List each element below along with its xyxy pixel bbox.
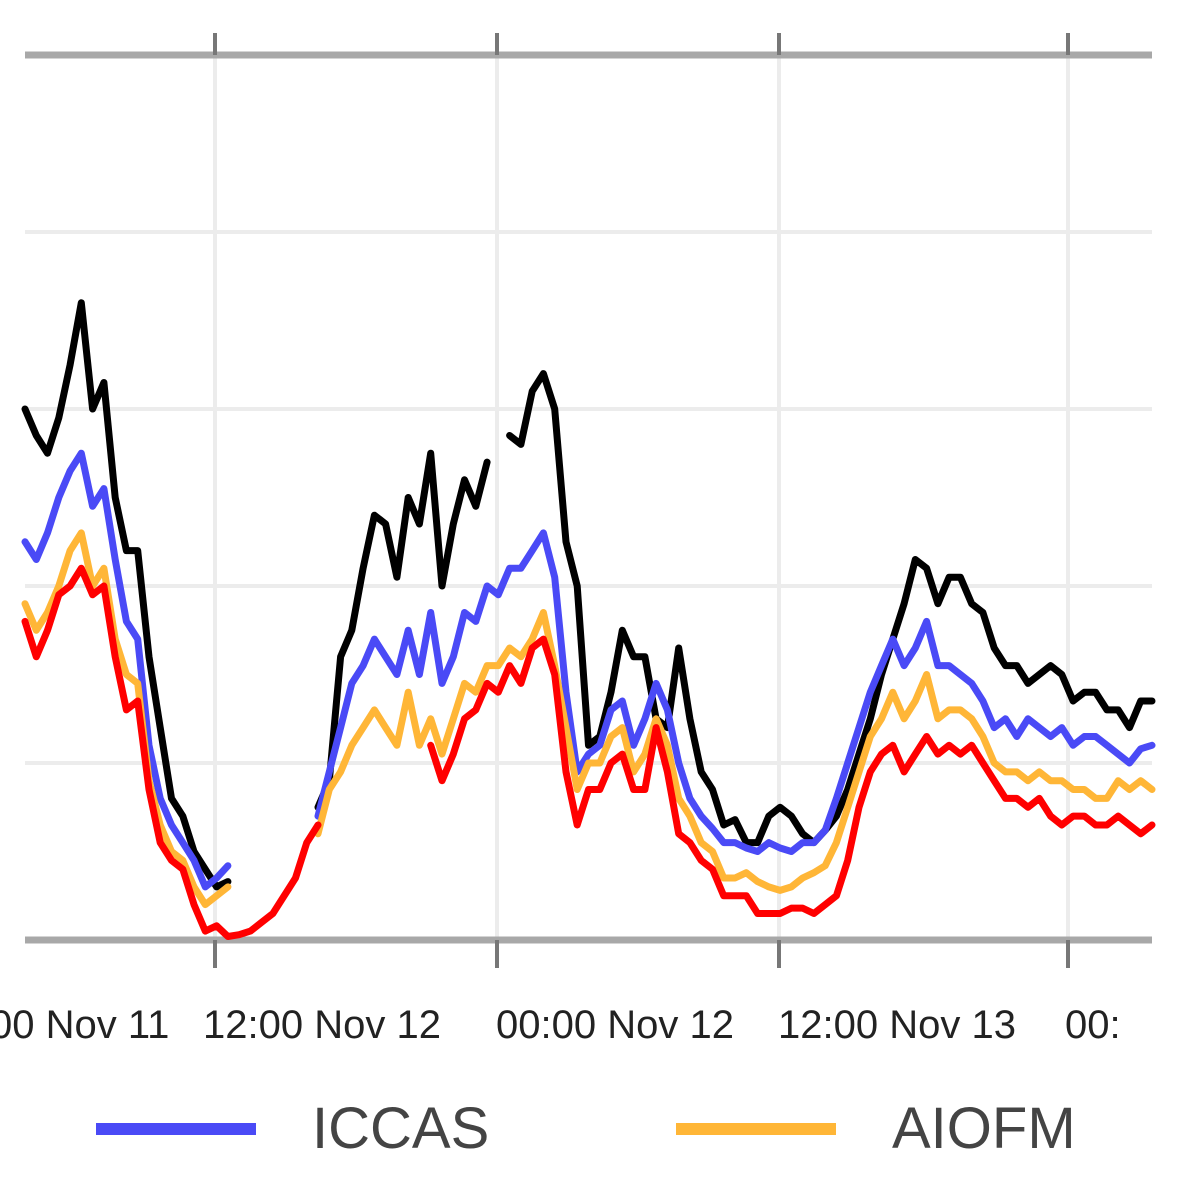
- legend-swatch-aiofm: [676, 1122, 836, 1135]
- x-tick-label: 00 Nov 11: [0, 1003, 169, 1047]
- plot-frame: [25, 51, 1152, 944]
- legend-swatch-iccas: [96, 1122, 256, 1135]
- gridlines: [25, 55, 1152, 940]
- x-tick-label: 12:00 Nov 13: [778, 1003, 1016, 1047]
- series-line-aiofm: [21, 529, 1156, 909]
- line-chart: 00 Nov 11 12:00 Nov 12 00:00 Nov 12 12:00 N…: [0, 33, 1156, 1047]
- legend-item-iccas: ICCAS: [96, 1080, 489, 1177]
- x-tick-label: 00:00 Nov 12: [496, 1003, 734, 1047]
- x-axis-tick-labels: 00 Nov 11 12:00 Nov 12 00:00 Nov 12 12:00 N…: [0, 1003, 1121, 1047]
- series-line-unnamed-3: [21, 564, 1156, 940]
- x-axis-ticks: [213, 33, 1070, 968]
- series-lines: [21, 299, 1156, 940]
- legend-label-iccas: ICCAS: [312, 1096, 490, 1161]
- x-tick-label: 12:00 Nov 12: [203, 1003, 441, 1047]
- series-line-iccas: [21, 449, 1156, 891]
- legend-label-aiofm: AIOFM: [892, 1096, 1076, 1161]
- legend-item-aiofm: AIOFM: [676, 1080, 1076, 1177]
- x-tick-label: 00:: [1065, 1003, 1121, 1047]
- legend: ICCAS AIOFM: [0, 1080, 1177, 1177]
